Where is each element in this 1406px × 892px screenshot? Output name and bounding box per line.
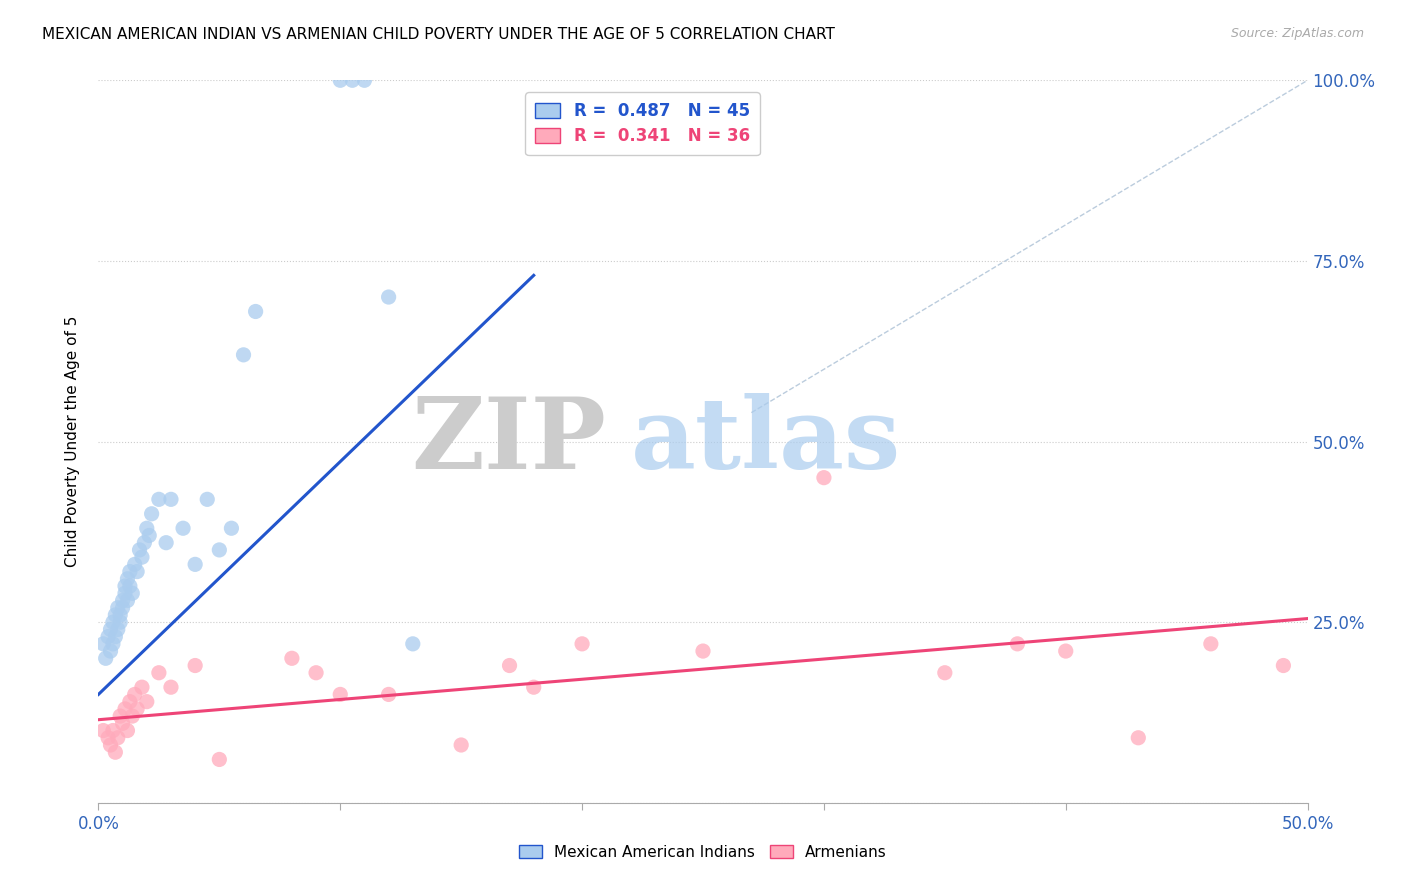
Point	[184, 558, 207, 572]
Point	[1054, 644, 1077, 658]
Point	[305, 665, 328, 680]
Point	[101, 723, 124, 738]
Point	[114, 702, 136, 716]
Point	[184, 658, 207, 673]
Point	[141, 507, 163, 521]
Point	[121, 709, 143, 723]
Point	[114, 586, 136, 600]
Point	[107, 600, 129, 615]
Point	[148, 665, 170, 680]
Point	[131, 550, 153, 565]
Point	[124, 558, 146, 572]
Point	[100, 623, 122, 637]
Point	[208, 542, 231, 557]
Point	[148, 492, 170, 507]
Point	[91, 637, 114, 651]
Point	[135, 521, 157, 535]
Point	[117, 593, 139, 607]
Point	[138, 528, 160, 542]
Point	[523, 680, 546, 694]
Point	[245, 304, 267, 318]
Point	[402, 637, 425, 651]
Point	[108, 607, 131, 622]
Point	[117, 572, 139, 586]
Point	[571, 637, 593, 651]
Point	[135, 695, 157, 709]
Point	[329, 687, 352, 701]
Text: ZIP: ZIP	[412, 393, 606, 490]
Point	[232, 348, 254, 362]
Point	[94, 651, 117, 665]
Point	[1199, 637, 1222, 651]
Point	[108, 709, 131, 723]
Point	[128, 542, 150, 557]
Point	[118, 565, 141, 579]
Point	[100, 644, 122, 658]
Point	[104, 607, 127, 622]
Point	[342, 73, 364, 87]
Point	[118, 579, 141, 593]
Point	[101, 637, 124, 651]
Point	[195, 492, 218, 507]
Point	[498, 658, 520, 673]
Point	[1007, 637, 1029, 651]
Point	[111, 716, 134, 731]
Text: Source: ZipAtlas.com: Source: ZipAtlas.com	[1230, 27, 1364, 40]
Text: atlas: atlas	[630, 393, 901, 490]
Point	[155, 535, 177, 549]
Point	[100, 738, 122, 752]
Point	[108, 615, 131, 630]
Point	[377, 687, 399, 701]
Point	[160, 680, 183, 694]
Point	[91, 723, 114, 738]
Point	[1272, 658, 1295, 673]
Point	[1128, 731, 1150, 745]
Point	[117, 723, 139, 738]
Point	[114, 579, 136, 593]
Point	[208, 752, 231, 766]
Point	[813, 470, 835, 484]
Point	[281, 651, 304, 665]
Legend: Mexican American Indians, Armenians: Mexican American Indians, Armenians	[512, 837, 894, 867]
Point	[97, 731, 120, 745]
Point	[111, 600, 134, 615]
Point	[160, 492, 183, 507]
Point	[107, 731, 129, 745]
Point	[221, 521, 243, 535]
Point	[934, 665, 956, 680]
Point	[377, 290, 399, 304]
Point	[118, 695, 141, 709]
Point	[127, 565, 149, 579]
Point	[134, 535, 156, 549]
Point	[97, 630, 120, 644]
Point	[692, 644, 714, 658]
Point	[104, 745, 127, 759]
Point	[104, 630, 127, 644]
Text: MEXICAN AMERICAN INDIAN VS ARMENIAN CHILD POVERTY UNDER THE AGE OF 5 CORRELATION: MEXICAN AMERICAN INDIAN VS ARMENIAN CHIL…	[42, 27, 835, 42]
Point	[121, 586, 143, 600]
Point	[172, 521, 194, 535]
Y-axis label: Child Poverty Under the Age of 5: Child Poverty Under the Age of 5	[65, 316, 80, 567]
Point	[353, 73, 375, 87]
Point	[450, 738, 472, 752]
Point	[101, 615, 124, 630]
Point	[124, 687, 146, 701]
Point	[107, 623, 129, 637]
Point	[329, 73, 352, 87]
Point	[131, 680, 153, 694]
Point	[127, 702, 149, 716]
Point	[111, 593, 134, 607]
